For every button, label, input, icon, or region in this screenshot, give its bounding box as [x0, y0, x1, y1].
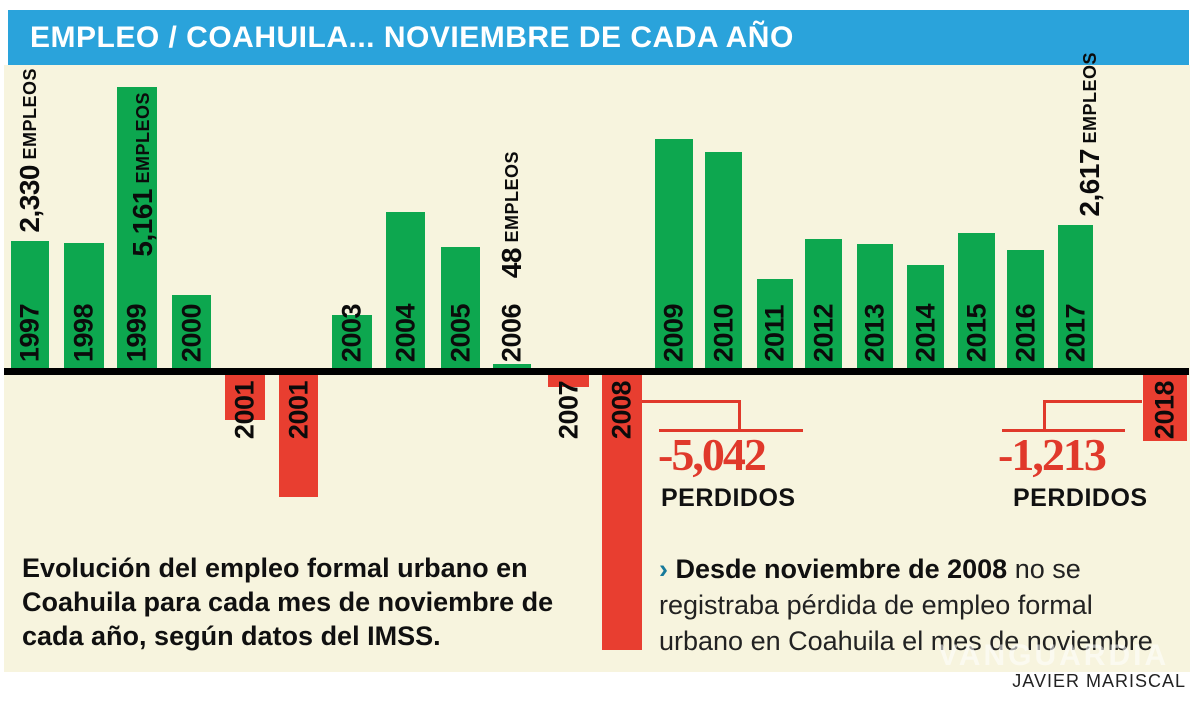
year-label-2013-16: 2013 — [859, 303, 890, 362]
year-label-2005-8: 2005 — [445, 303, 475, 362]
year-label-1997-0: 1997 — [14, 303, 45, 362]
value-unit-1999: EMPLEOS — [133, 92, 153, 190]
callout-amount-1: -1,213 — [998, 429, 1107, 480]
callout-topline-0 — [642, 400, 738, 403]
year-label-2011-14: 2011 — [759, 305, 790, 362]
value-number-2006: 48 — [496, 247, 527, 278]
header-bar: EMPLEO / COAHUILA... NOVIEMBRE DE CADA A… — [8, 10, 1189, 65]
callout-caption-0: PERDIDOS — [661, 484, 796, 512]
year-label-2001-5: 2001 — [283, 381, 313, 440]
year-label-2007-10: 2007 — [553, 381, 583, 440]
value-number-1997: 2,330 — [14, 165, 45, 233]
axis-baseline — [4, 368, 1189, 375]
bar-2015-18 — [958, 233, 995, 368]
bar-1999-2 — [117, 87, 157, 368]
year-label-2003-6: 2003 — [336, 303, 367, 362]
year-label-2008-11: 2008 — [606, 381, 637, 440]
bar-2009-12 — [655, 139, 693, 368]
bar-2011-14 — [757, 279, 793, 368]
bar-2000-3 — [172, 295, 211, 368]
year-label-2001-4: 2001 — [229, 381, 260, 440]
year-label-1999-2: 1999 — [121, 303, 152, 362]
footnote-right-spacer — [668, 554, 676, 584]
bar-2003-6 — [332, 315, 372, 368]
bar-2013-16 — [857, 244, 893, 368]
year-label-2010-13: 2010 — [708, 303, 738, 362]
callout-drop-0 — [738, 400, 741, 432]
year-label-2004-7: 2004 — [390, 303, 420, 362]
callout-amount-0: -5,042 — [658, 429, 767, 480]
page-title: EMPLEO / COAHUILA... NOVIEMBRE DE CADA A… — [30, 21, 794, 54]
year-label-2018-21: 2018 — [1149, 381, 1180, 440]
year-label-1998-1: 1998 — [68, 303, 99, 362]
year-label-2015-18: 2015 — [961, 303, 991, 362]
callout-underline-1 — [1002, 429, 1125, 432]
bar-2012-15 — [805, 239, 842, 368]
bar-2016-19 — [1007, 250, 1044, 368]
chart-canvas: 1997 2,330 EMPLEOS 1998 1999 5,161 EMPLEOS 20… — [4, 52, 1190, 672]
footnote-right-bold: Desde noviembre de 2008 — [675, 554, 1008, 584]
callout-topline-1 — [1043, 400, 1142, 403]
year-label-2006-9: 2006 — [496, 303, 527, 362]
value-number-1999: 5,161 — [127, 189, 158, 257]
bar-2007-10 — [548, 375, 589, 387]
value-unit-2006: EMPLEOS — [502, 150, 522, 248]
bar-2001-4 — [225, 375, 265, 420]
bar-2005-8 — [441, 247, 480, 368]
callout-underline-0 — [659, 429, 803, 432]
value-label-2006: 48 EMPLEOS — [496, 150, 527, 278]
footnote-left: Evolución del empleo formal urbano en Co… — [22, 553, 554, 651]
year-label-2014-17: 2014 — [910, 303, 940, 362]
bar-2004-7 — [386, 212, 425, 368]
bar-2008-11 — [602, 375, 642, 650]
chevron-icon: › — [659, 554, 668, 584]
value-label-1997: 2,330 EMPLEOS — [14, 68, 45, 233]
bar-2006-9 — [493, 364, 531, 368]
footnote-right-rest: no se registraba pérdida de empleo forma… — [659, 554, 1153, 656]
bar-2001-5 — [279, 375, 318, 497]
year-label-2000-3: 2000 — [176, 303, 206, 362]
year-label-2009-12: 2009 — [658, 303, 689, 362]
value-label-2017: 2,617 EMPLEOS — [1073, 52, 1105, 217]
bar-2010-13 — [705, 152, 742, 368]
value-label-1999: 5,161 EMPLEOS — [127, 92, 158, 257]
value-number-2017: 2,617 — [1073, 149, 1105, 217]
credit-byline: JAVIER MARISCAL — [1012, 671, 1186, 691]
bar-1998-1 — [64, 243, 104, 368]
callout-caption-1: PERDIDOS — [1013, 484, 1148, 512]
year-label-2012-15: 2012 — [808, 303, 838, 362]
year-label-2017-20: 2017 — [1060, 303, 1090, 362]
bar-2018-21 — [1143, 375, 1187, 441]
bar-2014-17 — [907, 265, 944, 368]
callout-drop-1 — [1043, 400, 1046, 432]
value-unit-2017: EMPLEOS — [1079, 52, 1100, 150]
footnote-right: › Desde noviembre de 2008 no se registra… — [659, 551, 1171, 659]
value-unit-1997: EMPLEOS — [20, 68, 40, 166]
watermark: VANGUARDIA — [938, 639, 1170, 672]
bar-2017-20 — [1058, 225, 1093, 368]
year-label-2016-19: 2016 — [1010, 303, 1040, 362]
bar-1997-0 — [11, 241, 49, 368]
